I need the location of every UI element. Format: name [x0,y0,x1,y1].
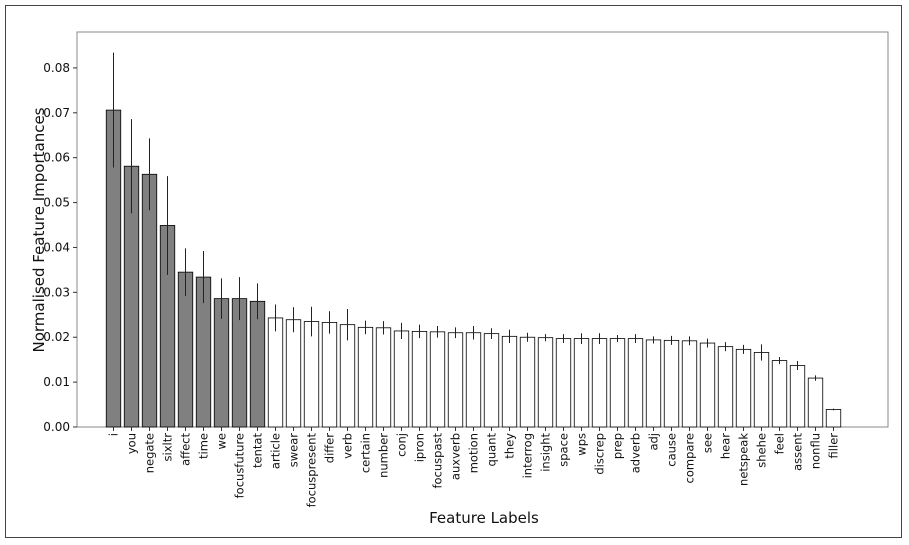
y-tick-label: 0.07 [43,106,70,120]
x-tick-label: we [215,433,229,449]
bar-compare [681,340,698,428]
x-tick-label: filler [827,433,841,459]
y-tick-label: 0.02 [43,330,70,344]
bar-see [699,342,716,428]
y-tick-label: 0.05 [43,196,70,210]
x-tick-label: verb [341,433,355,459]
x-tick-label: you [125,433,139,454]
x-tick-label: i [107,433,121,436]
bar-wps [573,338,590,428]
x-tick-label: feel [773,433,787,454]
x-tick-label: compare [683,433,697,483]
bar-adverb [627,338,644,428]
bar-space [555,338,572,428]
x-tick-label: insight [539,433,553,472]
x-tick-label: swear [287,433,301,468]
x-tick-label: adverb [629,433,643,473]
x-tick-label: differ [323,433,337,463]
y-tick-label: 0.03 [43,285,70,299]
x-tick-label: sixltr [161,433,175,462]
x-tick-label: discrep [593,433,607,475]
bar-cause [663,339,680,428]
x-tick-label: they [503,433,517,459]
bar-filler [825,409,842,428]
plot-area [76,31,889,428]
bar-certain [357,326,374,428]
x-tick-label: space [557,433,571,467]
bar-interrog [519,336,536,428]
x-tick-label: time [197,433,211,459]
x-tick-label: assent [791,433,805,471]
x-axis-label: Feature Labels [429,509,539,527]
x-tick-label: ipron [413,433,427,462]
bar-assent [789,365,806,428]
y-axis-label: Normalised Feature Importances [30,107,48,352]
bar-shehe [753,352,770,428]
x-tick-label: prep [611,433,625,459]
y-tick-label: 0.00 [43,420,70,434]
x-axis: i you negate sixltr affect time we focusfuture t… [107,427,841,507]
bar-negate [141,173,158,428]
x-tick-label: focuspast [431,433,445,489]
bar-tentat [249,300,266,428]
x-tick-label: certain [359,433,373,473]
x-tick-label: negate [143,433,157,473]
x-tick-label: article [269,433,283,469]
figure-frame [5,5,902,538]
bar-auxverb [447,332,464,428]
x-tick-label: auxverb [449,433,463,480]
x-tick-label: quant [485,433,499,467]
x-tick-label: focusfuture [233,433,247,498]
bars-layer [105,52,842,428]
bar-nonflu [807,377,824,428]
x-tick-label: motion [467,433,481,473]
x-tick-label: conj [395,433,409,457]
bar-prep [609,338,626,428]
x-tick-label: shehe [755,433,769,468]
y-tick-label: 0.04 [43,240,70,254]
x-tick-label: wps [575,433,589,456]
bar-article [267,317,284,428]
x-tick-label: interrog [521,433,535,478]
x-tick-label: adj [647,433,661,451]
bar-ipron [411,330,428,428]
y-axis: 0.00 0.01 0.02 0.03 0.04 0.05 0.06 0.07 0.08 [43,61,77,434]
bar-feel [771,360,788,428]
x-tick-label: number [377,433,391,478]
y-tick-label: 0.08 [43,61,70,75]
y-tick-label: 0.06 [43,151,70,165]
bar-quant [483,333,500,428]
bar-number [375,327,392,428]
bar-conj [393,330,410,428]
x-tick-label: tentat [251,433,265,468]
bar-they [501,335,518,428]
y-tick-label: 0.01 [43,375,70,389]
bar-differ [321,322,338,428]
bar-netspeak [735,348,752,428]
x-tick-label: nonflu [809,433,823,469]
bar-focuspast [429,331,446,428]
x-tick-label: affect [179,433,193,466]
bar-adj [645,339,662,428]
bar-hear [717,346,734,428]
x-tick-label: cause [665,433,679,467]
x-tick-label: netspeak [737,433,751,486]
bar-discrep [591,338,608,428]
x-tick-label: hear [719,433,733,459]
x-tick-label: see [701,433,715,453]
bar-focuspresent [303,321,320,428]
bar-motion [465,332,482,428]
bar-insight [537,337,554,428]
x-tick-label: focuspresent [305,433,319,508]
bar-swear [285,319,302,428]
